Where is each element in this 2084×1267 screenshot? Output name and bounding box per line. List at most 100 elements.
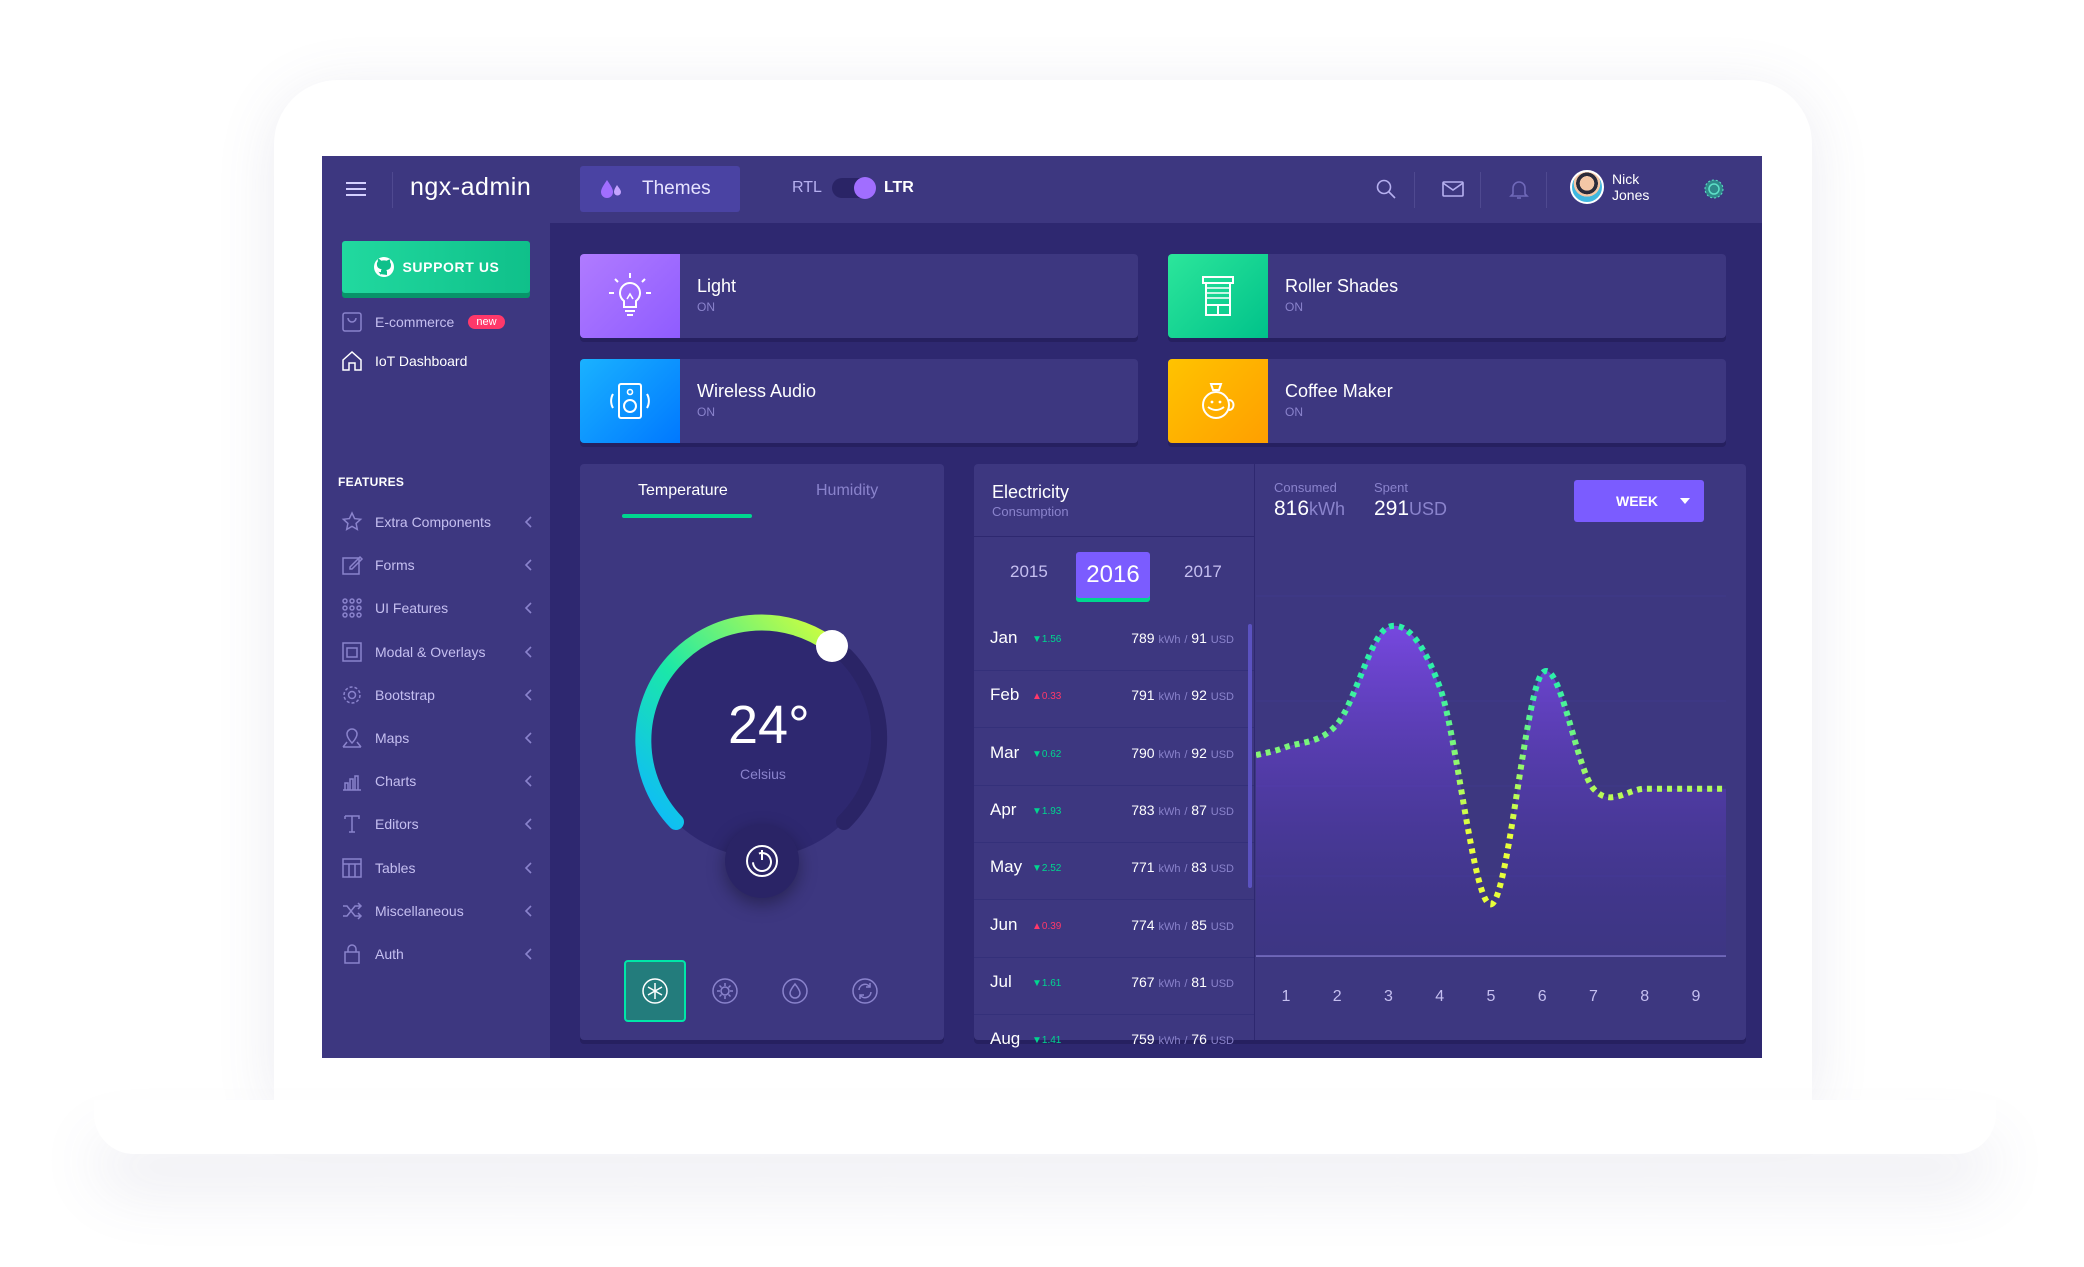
speaker-icon bbox=[610, 383, 650, 419]
direction-switch[interactable] bbox=[831, 177, 876, 199]
sidebar-item-tables[interactable]: Tables bbox=[340, 853, 536, 883]
x-tick-label: 8 bbox=[1640, 988, 1649, 1005]
month-name: Mar bbox=[990, 742, 1020, 762]
sidebar-item-extra-components[interactable]: Extra Components bbox=[340, 507, 536, 537]
month-row: Jun ▲0.39 774 kWh / 85 USD bbox=[974, 901, 1254, 958]
temperature-dial[interactable] bbox=[610, 584, 910, 884]
chevron-left-icon bbox=[524, 732, 532, 744]
period-dropdown[interactable]: WEEK bbox=[1574, 480, 1704, 522]
sidebar-item-auth[interactable]: Auth bbox=[340, 939, 536, 969]
mode-auto-button[interactable] bbox=[834, 960, 896, 1022]
avatar bbox=[1570, 170, 1604, 204]
x-tick-label: 4 bbox=[1435, 988, 1444, 1005]
themes-button[interactable]: Themes bbox=[580, 166, 740, 212]
sidebar-item-label: Editors bbox=[375, 816, 419, 833]
sidebar-item-iot-dashboard[interactable]: IoT Dashboard bbox=[340, 346, 536, 376]
month-value: 790 kWh / 92 USD bbox=[1131, 744, 1234, 761]
home-icon bbox=[342, 350, 362, 371]
device-card-light[interactable]: Light ON bbox=[580, 254, 1138, 338]
month-value: 759 kWh / 76 USD bbox=[1131, 1031, 1234, 1048]
month-row: Apr ▼1.93 783 kWh / 87 USD bbox=[974, 786, 1254, 843]
year-2016[interactable]: 2016 bbox=[1076, 552, 1150, 598]
year-2015[interactable]: 2015 bbox=[1010, 562, 1048, 581]
month-row: Mar ▼0.62 790 kWh / 92 USD bbox=[974, 729, 1254, 786]
device-status: ON bbox=[1285, 300, 1303, 314]
month-delta: ▲0.33 bbox=[1032, 691, 1062, 703]
rtl-label: RTL bbox=[792, 179, 822, 196]
temperature-card: Temperature Humidity 24° Celsius bbox=[580, 464, 944, 1040]
mode-heat-button[interactable] bbox=[694, 960, 756, 1022]
browser-icon bbox=[342, 641, 362, 662]
x-tick-label: 2 bbox=[1333, 988, 1342, 1005]
new-badge: new bbox=[468, 315, 505, 329]
chevron-left-icon bbox=[524, 516, 532, 528]
month-delta: ▼1.61 bbox=[1032, 977, 1062, 989]
sidebar-item-label: Modal & Overlays bbox=[375, 643, 486, 660]
chevron-left-icon bbox=[524, 862, 532, 874]
month-row: Aug ▼1.41 759 kWh / 76 USD bbox=[974, 1015, 1254, 1058]
map-icon bbox=[342, 728, 362, 748]
mode-cool-button[interactable] bbox=[624, 960, 686, 1022]
github-icon bbox=[374, 257, 395, 277]
header: ngx-admin Themes RTL LTR Nick bbox=[322, 156, 1762, 223]
month-delta: ▼1.41 bbox=[1032, 1035, 1062, 1047]
chevron-left-icon bbox=[524, 905, 532, 917]
month-value: 774 kWh / 85 USD bbox=[1131, 916, 1234, 933]
chevron-left-icon bbox=[524, 948, 532, 960]
month-name: Jan bbox=[990, 628, 1018, 647]
roller-shades-icon bbox=[1202, 276, 1234, 316]
refresh-icon bbox=[852, 978, 878, 1004]
month-name: May bbox=[990, 857, 1023, 877]
sidebar-item-forms[interactable]: Forms bbox=[340, 550, 536, 580]
power-button[interactable] bbox=[725, 824, 799, 898]
user-menu[interactable]: Nick Jones bbox=[1570, 170, 1672, 204]
year-2017[interactable]: 2017 bbox=[1184, 562, 1222, 581]
scrollbar[interactable] bbox=[1248, 624, 1252, 888]
device-card-coffee-maker[interactable]: Coffee Maker ON bbox=[1168, 359, 1726, 443]
sidebar-item-editors[interactable]: Editors bbox=[340, 809, 536, 839]
chevron-left-icon bbox=[524, 818, 532, 830]
month-value: 771 kWh / 83 USD bbox=[1131, 859, 1234, 876]
sidebar-item-modal-overlays[interactable]: Modal & Overlays bbox=[340, 637, 536, 667]
month-name: Aug bbox=[990, 1029, 1021, 1049]
sidebar-item-miscellaneous[interactable]: Miscellaneous bbox=[340, 896, 536, 926]
sidebar-item-maps[interactable]: Maps bbox=[340, 723, 536, 753]
chart-series-line bbox=[1256, 622, 1726, 908]
support-us-label: SUPPORT US bbox=[402, 259, 500, 275]
support-us-button[interactable]: SUPPORT US bbox=[342, 241, 530, 293]
menu-icon[interactable] bbox=[346, 179, 368, 199]
consumed-stat: Consumed 816kWh bbox=[1274, 480, 1345, 521]
sidebar-item-charts[interactable]: Charts bbox=[340, 766, 536, 796]
tab-temperature[interactable]: Temperature bbox=[638, 482, 728, 499]
bell-icon[interactable] bbox=[1507, 177, 1531, 201]
month-name: Feb bbox=[990, 685, 1020, 705]
power-icon bbox=[746, 845, 778, 877]
snowflake-icon bbox=[642, 978, 668, 1004]
app-screen: ngx-admin Themes RTL LTR Nick bbox=[322, 156, 1762, 1058]
user-name: Nick Jones bbox=[1612, 171, 1672, 203]
tab-humidity[interactable]: Humidity bbox=[816, 482, 879, 499]
x-tick-label: 6 bbox=[1538, 988, 1547, 1005]
switch-knob bbox=[853, 177, 876, 199]
sidebar-item-label: Miscellaneous bbox=[375, 902, 464, 919]
month-row: Feb ▲0.33 791 kWh / 92 USD bbox=[974, 671, 1254, 729]
spent-stat: Spent 291USD bbox=[1374, 480, 1447, 521]
device-card-wireless-audio[interactable]: Wireless Audio ON bbox=[580, 359, 1138, 443]
mail-icon[interactable] bbox=[1441, 177, 1465, 201]
month-name: Jun bbox=[990, 914, 1018, 934]
sidebar-item-bootstrap[interactable]: Bootstrap bbox=[340, 680, 536, 710]
direction-toggle: RTL LTR bbox=[792, 177, 914, 199]
device-title: Roller Shades bbox=[1285, 276, 1399, 296]
search-icon[interactable] bbox=[1374, 177, 1398, 201]
settings-globe-icon[interactable] bbox=[1702, 177, 1726, 201]
sidebar-item-label: Auth bbox=[375, 946, 404, 962]
lightbulb-icon bbox=[609, 273, 651, 316]
droplets-icon bbox=[601, 180, 621, 198]
sidebar-item-ui-features[interactable]: UI Features bbox=[340, 593, 536, 623]
sidebar-item-ecommerce[interactable]: E-commerce new bbox=[340, 307, 536, 337]
app-logo[interactable]: ngx-admin bbox=[410, 173, 532, 201]
sun-icon bbox=[712, 978, 738, 1004]
mode-flame-button[interactable] bbox=[764, 960, 826, 1022]
device-card-roller-shades[interactable]: Roller Shades ON bbox=[1168, 254, 1726, 338]
chevron-left-icon bbox=[524, 646, 532, 658]
